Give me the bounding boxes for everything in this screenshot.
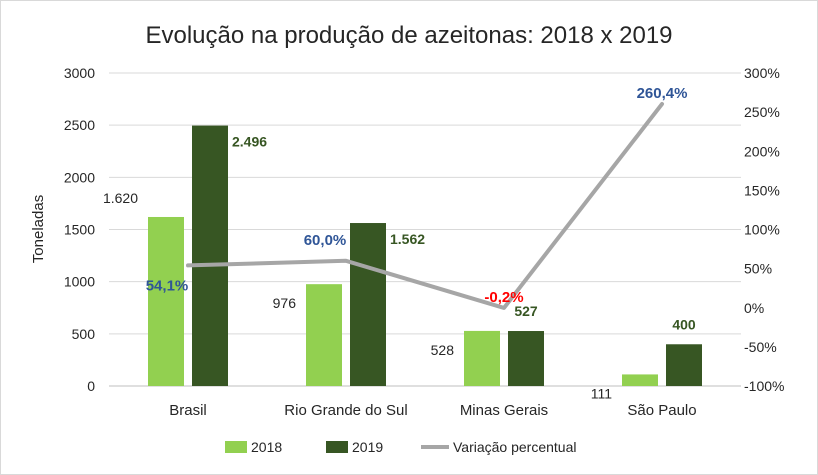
legend-label: 2019 xyxy=(352,439,383,455)
bar-2018 xyxy=(148,216,184,386)
data-label-2019: 527 xyxy=(514,303,538,319)
data-label-2018: 528 xyxy=(431,342,455,358)
category-label: Minas Gerais xyxy=(460,402,548,419)
y-right-tick-label: -100% xyxy=(744,378,784,394)
data-label-percent: 260,4% xyxy=(637,85,688,102)
legend-label: Variação percentual xyxy=(453,439,576,455)
category-label: Brasil xyxy=(169,402,207,419)
bar-2019 xyxy=(192,125,228,387)
y-right-tick-label: 300% xyxy=(744,65,780,81)
y-axis-ticks: 0 500 1000 1500 2000 2500 3000 xyxy=(64,65,95,394)
y-right-tick-label: 150% xyxy=(744,182,780,198)
data-label-percent: -0,2% xyxy=(484,289,523,306)
legend-swatch xyxy=(225,441,247,453)
data-label-2019: 400 xyxy=(672,316,696,332)
data-label-2019: 2.496 xyxy=(232,134,267,150)
bar-2019 xyxy=(508,331,544,386)
bar-2018 xyxy=(622,374,658,386)
y-axis-right-ticks: -100% -50% 0% 50% 100% 150% 200% 250% 300% xyxy=(744,65,784,394)
legend-swatch xyxy=(326,441,348,453)
data-label-percent: 54,1% xyxy=(146,277,189,294)
bar-2018 xyxy=(306,284,342,386)
legend: 2018 2019 Variação percentual xyxy=(225,439,576,455)
category-label: Rio Grande do Sul xyxy=(284,402,407,419)
bar-2019 xyxy=(666,344,702,386)
bar-2019 xyxy=(350,223,386,386)
y-tick-label: 0 xyxy=(87,378,95,394)
data-labels: 1.620 2.496 976 1.562 528 527 111 400 54,1% 60,0%… xyxy=(103,85,696,401)
y-right-tick-label: 50% xyxy=(744,261,772,277)
chart-title: Evolução na produção de azeitonas: 2018 … xyxy=(145,22,672,49)
category-labels: Brasil Rio Grande do Sul Minas Gerais São P… xyxy=(169,402,696,419)
y-right-tick-label: 200% xyxy=(744,143,780,159)
y-tick-label: 3000 xyxy=(64,65,95,81)
y-tick-label: 2000 xyxy=(64,169,95,185)
y-right-tick-label: 0% xyxy=(744,300,764,316)
bar-2018 xyxy=(464,330,500,386)
data-label-percent: 60,0% xyxy=(304,232,347,249)
data-label-2018: 111 xyxy=(591,385,612,401)
y-tick-label: 500 xyxy=(72,326,96,342)
percent-line-path xyxy=(186,101,664,310)
y-right-tick-label: 250% xyxy=(744,104,780,120)
data-label-2019: 1.562 xyxy=(390,231,425,247)
data-label-2018: 1.620 xyxy=(103,190,138,206)
y-right-tick-label: -50% xyxy=(744,339,777,355)
y-axis-label: Toneladas xyxy=(30,195,47,263)
y-right-tick-label: 100% xyxy=(744,222,780,238)
data-label-2018: 976 xyxy=(273,295,297,311)
bars xyxy=(148,125,702,387)
y-tick-label: 1000 xyxy=(64,274,95,290)
legend-label: 2018 xyxy=(251,439,282,455)
percent-line xyxy=(186,101,664,310)
y-tick-label: 2500 xyxy=(64,117,95,133)
y-tick-label: 1500 xyxy=(64,222,95,238)
category-label: São Paulo xyxy=(627,402,696,419)
